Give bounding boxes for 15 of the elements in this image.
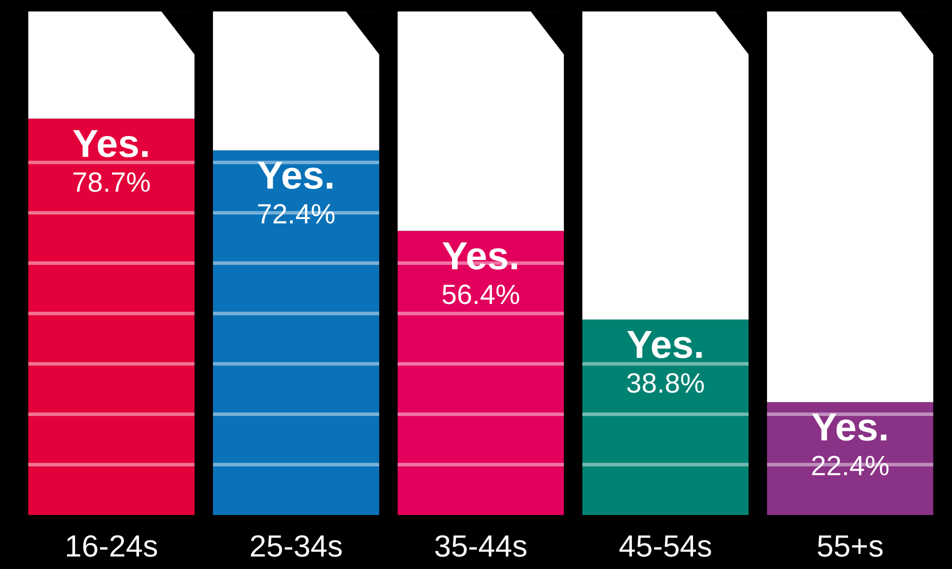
data-label: 38.8% <box>627 373 704 393</box>
annotation: Yes. <box>73 130 148 158</box>
x-tick-label: 35-44s <box>435 535 526 557</box>
annotation: Yes. <box>258 162 332 189</box>
x-tick-label: 25-34s <box>250 535 342 557</box>
annotation: Yes. <box>627 331 702 358</box>
annotation: Yes. <box>812 414 886 441</box>
x-tick-label: 45-54s <box>619 536 712 557</box>
data-label: 22.4% <box>812 456 889 476</box>
data-label: 56.4% <box>442 284 520 304</box>
x-tick-label: 55+s <box>818 536 883 557</box>
annotation: Yes. <box>442 242 518 270</box>
data-label: 72.4% <box>258 204 334 224</box>
data-label: 78.7% <box>73 172 150 192</box>
x-tick-label: 16-24s <box>67 535 157 557</box>
